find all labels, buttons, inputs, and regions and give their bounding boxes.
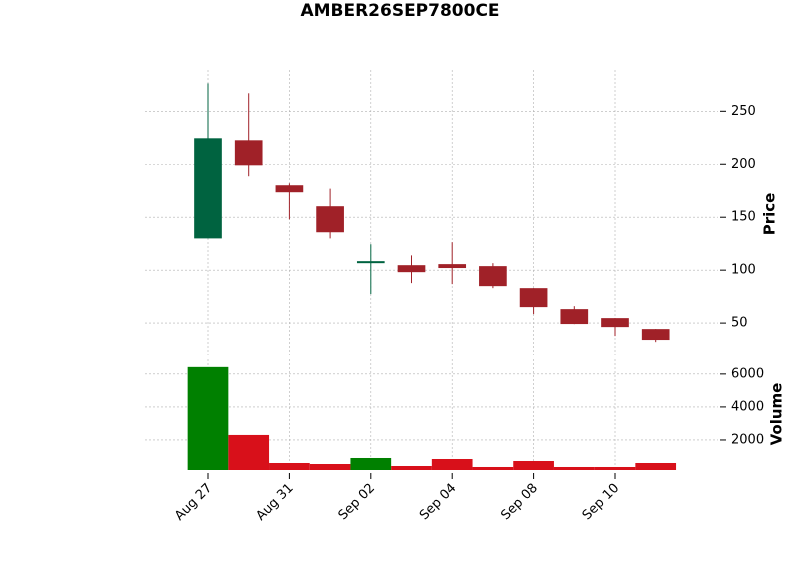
candle-body (601, 318, 629, 328)
volume-bar (472, 466, 514, 470)
candle-body (316, 206, 344, 233)
volume-bar (513, 460, 554, 470)
y-axis-label: Price (761, 193, 779, 236)
candle-body (519, 288, 548, 308)
y-tick-label: 6000 (731, 366, 764, 381)
volume-bar (350, 457, 392, 470)
candle-body (194, 138, 222, 239)
volume-axis-label: Volume (768, 383, 786, 446)
volume-bar (269, 462, 310, 470)
volume-bar (187, 366, 229, 470)
candle-body (641, 329, 670, 341)
candle-body (479, 266, 507, 287)
volume-bar (553, 466, 595, 470)
candle-body (560, 309, 589, 325)
x-tick-label: Sep 08 (498, 481, 541, 524)
candle-body (356, 261, 385, 264)
y-tick-label: 4000 (731, 399, 764, 414)
y-tick-label: 2000 (731, 432, 764, 447)
candle-body (438, 264, 467, 269)
y-tick-label: 200 (731, 157, 756, 172)
volume-bar (635, 462, 677, 470)
candle-body (397, 265, 426, 273)
y-tick-label: 250 (731, 104, 756, 119)
y-tick-label: 100 (731, 263, 756, 278)
chart-title: AMBER26SEP7800CE (300, 1, 499, 21)
candle-body (234, 140, 263, 166)
x-tick-label: Sep 02 (336, 481, 379, 524)
volume-bar (228, 434, 270, 470)
x-tick-label: Aug 27 (172, 481, 215, 524)
y-tick-label: 150 (731, 210, 756, 225)
x-tick-label: Aug 31 (254, 481, 297, 524)
volume-bar (594, 466, 636, 470)
x-tick-label: Sep 10 (580, 481, 623, 524)
volume-bar (431, 458, 473, 470)
candle-body (275, 185, 304, 193)
x-tick-label: Sep 04 (417, 481, 460, 524)
y-tick-label: 50 (731, 316, 748, 331)
volume-bar (309, 464, 351, 470)
volume-bar (391, 466, 432, 470)
